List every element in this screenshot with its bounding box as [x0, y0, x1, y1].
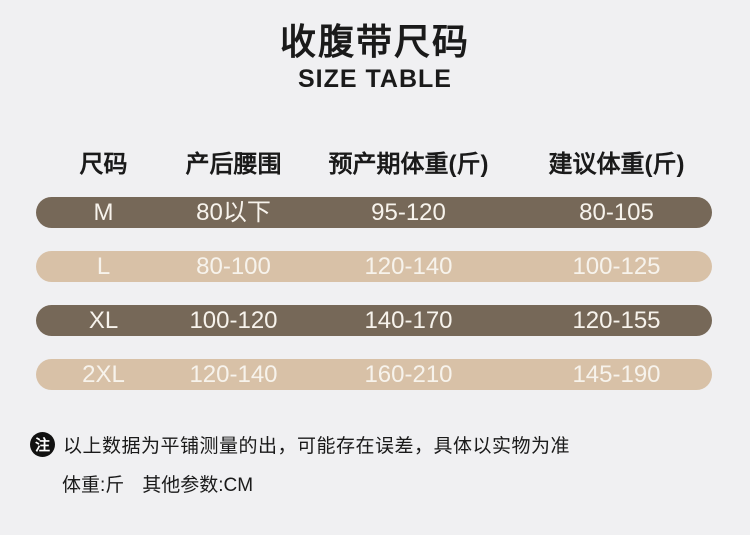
cell-suggested-weight: 145-190 — [572, 361, 661, 388]
cell-postpartum-waist: 120-140 — [189, 361, 278, 388]
cell-suggested-weight: 100-125 — [572, 253, 661, 280]
note-text: 以上数据为平铺测量的出，可能存在误差，具体以实物为准 — [63, 436, 571, 457]
size-table: 尺码 产后腰围 预产期体重(斤) 建议体重(斤) M 80以下 95-120 8… — [36, 144, 712, 413]
table-row: XL 100-120 140-170 120-155 — [36, 305, 712, 336]
column-header-size: 尺码 — [79, 151, 128, 178]
units-line: 体重:斤 其他参数:CM — [62, 470, 253, 497]
page-subtitle: SIZE TABLE — [298, 65, 452, 93]
note-line: 注 以上数据为平铺测量的出，可能存在误差，具体以实物为准 — [30, 431, 570, 458]
cell-size: 2XL — [82, 361, 125, 388]
column-header-suggested-weight: 建议体重(斤) — [548, 151, 685, 178]
table-row: L 80-100 120-140 100-125 — [36, 251, 712, 282]
note-badge-icon: 注 — [30, 432, 55, 457]
weight-unit-label: 体重:斤 — [62, 475, 125, 496]
cell-due-weight: 120-140 — [364, 253, 453, 280]
column-header-due-weight: 预产期体重(斤) — [328, 151, 489, 178]
cell-due-weight: 160-210 — [364, 361, 453, 388]
column-header-postpartum-waist: 产后腰围 — [185, 151, 282, 178]
table-header-row: 尺码 产后腰围 预产期体重(斤) 建议体重(斤) — [36, 144, 712, 178]
cell-size: M — [93, 199, 114, 226]
cell-postpartum-waist: 100-120 — [189, 307, 278, 334]
other-params-label: 其他参数:CM — [142, 475, 254, 496]
cell-size: L — [96, 253, 111, 280]
table-row: M 80以下 95-120 80-105 — [36, 197, 712, 228]
table-row: 2XL 120-140 160-210 145-190 — [36, 359, 712, 390]
cell-due-weight: 140-170 — [364, 307, 453, 334]
cell-size: XL — [88, 307, 119, 334]
cell-postpartum-waist: 80以下 — [196, 199, 271, 226]
page-title: 收腹带尺码 — [279, 21, 470, 62]
cell-postpartum-waist: 80-100 — [196, 253, 271, 280]
cell-due-weight: 95-120 — [371, 199, 446, 226]
cell-suggested-weight: 80-105 — [579, 199, 654, 226]
cell-suggested-weight: 120-155 — [572, 307, 661, 334]
